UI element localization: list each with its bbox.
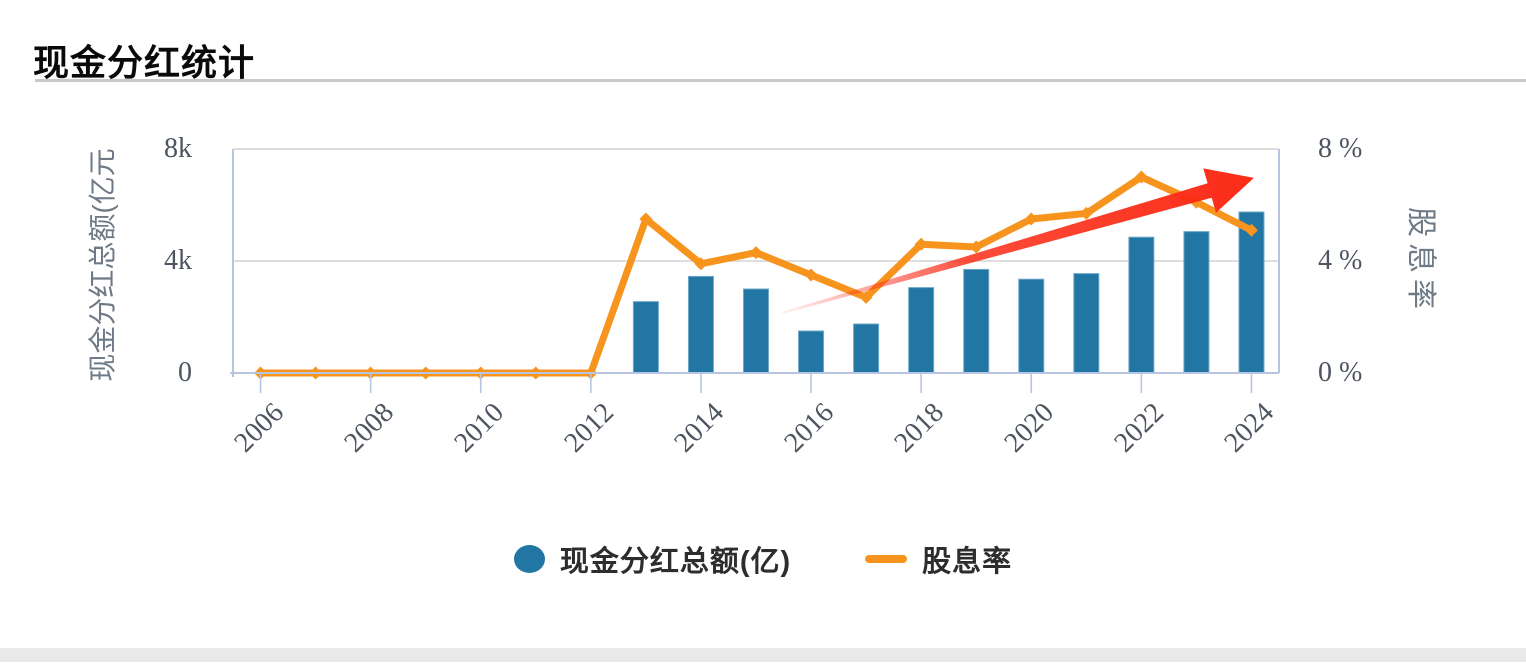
bar-series <box>632 211 1265 374</box>
right-axis-tick-label: 8 % <box>1318 133 1363 164</box>
right-axis-tick-label: 4 % <box>1318 245 1363 276</box>
title-divider <box>35 79 1526 82</box>
legend-label-line-series: 股息率 <box>922 546 1013 578</box>
left-axis-title: 现金分红总额(亿元 <box>87 148 118 382</box>
bar-series-marker-icon <box>513 545 545 573</box>
legend-label-bar-series: 现金分红总额(亿) <box>559 546 792 578</box>
left-axis-tick-label: 0 <box>178 357 192 388</box>
right-axis-tick-label: 0 % <box>1318 357 1363 388</box>
trend-arrow-icon <box>781 168 1254 314</box>
right-axis-title: 股息率 <box>1404 207 1437 315</box>
left-axis-tick-label: 4k <box>164 245 192 276</box>
line-series-marker-icon <box>865 555 908 563</box>
page-title: 现金分红统计 <box>33 42 256 84</box>
axis-frame <box>230 149 1280 393</box>
left-axis-tick-label: 8k <box>164 133 192 164</box>
horizontal-scrollbar[interactable] <box>0 648 1526 662</box>
chart-legend: 现金分红总额(亿) 股息率 <box>0 538 1526 580</box>
legend-item-bar-series[interactable]: 现金分红总额(亿) <box>513 538 792 580</box>
legend-item-line-series[interactable]: 股息率 <box>865 538 1012 580</box>
grid-lines <box>233 148 1279 262</box>
